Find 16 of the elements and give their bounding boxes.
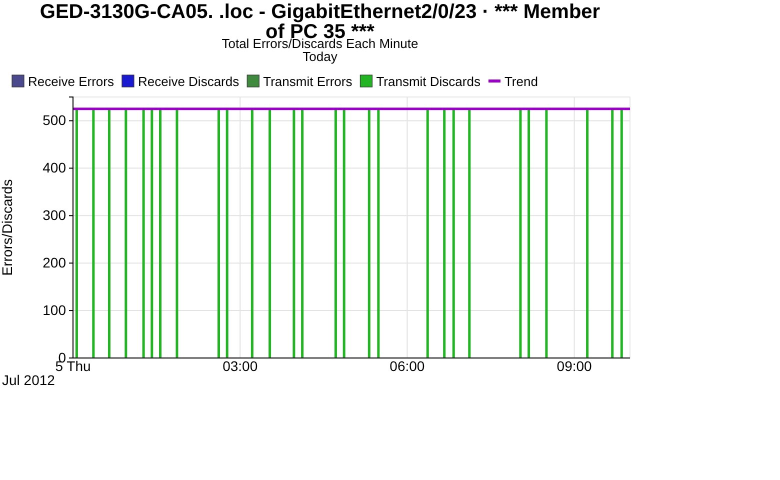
y-tick-label: 500 <box>42 112 66 128</box>
y-tick-label: 0 <box>58 349 66 366</box>
y-axis-title: Errors/Discards <box>0 179 15 276</box>
legend-label: Transmit Discards <box>376 74 481 89</box>
legend-label: Transmit Errors <box>263 74 353 89</box>
x-tick-label: 03:00 <box>222 358 258 374</box>
y-tick-label: 300 <box>42 207 66 224</box>
x-tick-label: 09:00 <box>556 358 592 374</box>
legend-label: Receive Discards <box>138 74 240 89</box>
y-tick-label: 400 <box>42 160 66 176</box>
legend-label: Receive Errors <box>28 74 114 89</box>
legend-label: Trend <box>504 74 538 89</box>
text: Jul 2012 <box>2 372 56 388</box>
x-tick-label: 06:00 <box>390 358 425 374</box>
y-tick-label: 200 <box>42 254 66 271</box>
y-tick-label: 100 <box>42 302 66 318</box>
